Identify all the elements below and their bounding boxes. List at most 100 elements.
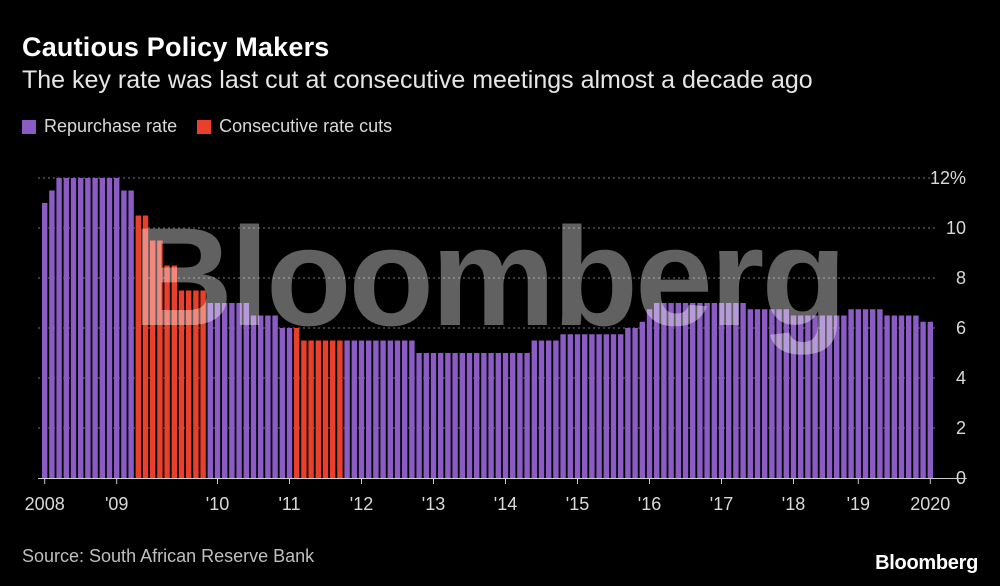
bar-repo-rate [826,315,833,478]
x-tick-label: '16 [638,494,661,514]
bar-repo-rate [610,334,617,478]
bar-repo-rate [560,334,566,478]
bar-repo-rate [711,303,717,478]
bar-repo-rate [567,334,573,478]
x-tick-label: '18 [782,494,805,514]
bar-repo-rate [121,190,127,478]
bar-repo-rate [42,203,48,478]
bar-repo-rate [589,334,595,478]
bar-rate-cut [150,240,156,478]
bar-rate-cut [171,265,177,478]
bar-repo-rate [574,334,581,478]
bar-repo-rate [906,315,912,478]
bar-chart: 024681012%2008'09'10'11'12'13'14'15'16'1… [25,168,967,514]
bloomberg-logo: Bloomberg [875,552,978,574]
bar-rate-cut [322,340,329,478]
bar-repo-rate [258,315,264,478]
bar-repo-rate [884,315,890,478]
bar-repo-rate [639,321,645,478]
x-tick-label: '10 [206,494,229,514]
bar-repo-rate [596,334,602,478]
bar-repo-rate [740,303,746,478]
bar-repo-rate [855,309,861,478]
bar-repo-rate [697,303,703,478]
legend-swatch-repo [22,119,36,134]
bar-repo-rate [430,353,437,478]
bar-rate-cut [193,290,199,478]
bar-repo-rate [351,340,357,478]
bar-repo-rate [747,309,753,478]
bar-repo-rate [510,353,516,478]
legend-swatch-cuts [197,119,212,134]
bar-repo-rate [726,303,732,478]
x-tick-label: '13 [422,494,445,514]
bar-repo-rate [668,303,674,478]
bar-repo-rate [675,303,681,478]
bar-repo-rate [805,315,811,478]
bar-repo-rate [812,315,818,478]
bar-repo-rate [452,353,458,478]
bar-repo-rate [524,353,530,478]
bar-repo-rate [754,309,761,478]
bar-repo-rate [222,303,228,478]
bar-repo-rate [553,340,559,478]
y-tick-label: 8 [956,268,966,288]
x-tick-label: '17 [710,494,733,514]
bar-repo-rate [344,340,350,478]
bar-repo-rate [394,340,401,478]
bar-repo-rate [78,178,84,478]
bar-repo-rate [661,303,667,478]
bar-repo-rate [474,353,480,478]
bar-repo-rate [445,353,451,478]
bar-repo-rate [531,340,537,478]
legend-label-repo: Repurchase rate [44,116,178,136]
x-tick-label: '11 [278,494,300,514]
bar-repo-rate [625,328,631,478]
bar-rate-cut [142,215,149,478]
bar-repo-rate [128,190,134,478]
bar-repo-rate [488,353,494,478]
bar-repo-rate [646,309,653,478]
bar-repo-rate [243,303,249,478]
bar-rate-cut [308,340,314,478]
bar-repo-rate [582,334,588,478]
chart-subtitle: The key rate was last cut at consecutive… [22,66,813,94]
bar-rate-cut [294,328,300,478]
bar-repo-rate [495,353,501,478]
bar-repo-rate [877,309,883,478]
bar-repo-rate [70,178,77,478]
bar-rate-cut [337,340,343,478]
bar-repo-rate [214,303,221,478]
legend: Repurchase rate Consecutive rate cuts [22,116,412,137]
bar-repo-rate [819,315,825,478]
bar-repo-rate [373,340,379,478]
bar-rate-cut [186,290,192,478]
bar-repo-rate [265,315,271,478]
bar-repo-rate [236,303,242,478]
bar-repo-rate [870,309,876,478]
bar-repo-rate [783,309,789,478]
bar-repo-rate [733,303,739,478]
bar-repo-rate [207,303,213,478]
bar-repo-rate [92,178,98,478]
bar-repo-rate [114,178,120,478]
bar-repo-rate [690,303,696,478]
bar-repo-rate [416,353,422,478]
bar-repo-rate [358,340,365,478]
bar-repo-rate [366,340,372,478]
x-tick-label: 2008 [25,494,65,514]
legend-item-repo: Repurchase rate [22,116,177,137]
bar-repo-rate [56,178,62,478]
bar-repo-rate [682,303,689,478]
x-tick-label: '09 [105,494,128,514]
bar-repo-rate [279,328,285,478]
bar-repo-rate [618,334,624,478]
bar-repo-rate [380,340,386,478]
bar-repo-rate [229,303,235,478]
bar-rate-cut [200,290,206,478]
bar-repo-rate [49,190,55,478]
bar-repo-rate [250,315,257,478]
bar-repo-rate [85,178,91,478]
bar-repo-rate [538,340,545,478]
chart-title: Cautious Policy Makers [22,32,330,62]
